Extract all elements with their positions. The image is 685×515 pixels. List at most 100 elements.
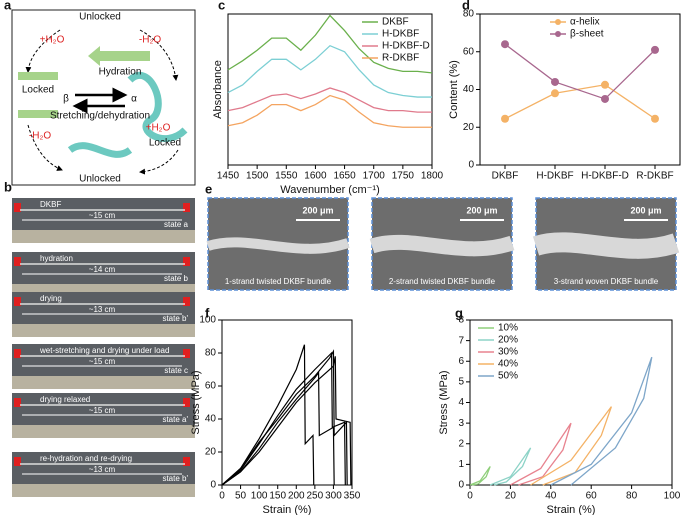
x-axis-label: Strain (%) bbox=[263, 504, 312, 515]
state-label: state c bbox=[164, 366, 188, 375]
panel-label: e bbox=[205, 181, 212, 196]
y-tick-label: 0 bbox=[458, 480, 464, 491]
bundle bbox=[206, 237, 350, 254]
panel-label: c bbox=[218, 0, 225, 12]
y-tick-label: 8 bbox=[458, 315, 464, 326]
process-label: Stretching/dehydration bbox=[50, 111, 150, 122]
y-tick-label: 80 bbox=[463, 9, 475, 20]
panel-label: d bbox=[462, 0, 470, 12]
clamp bbox=[14, 457, 21, 466]
x-tick-label: 1500 bbox=[246, 171, 269, 182]
panel-label: f bbox=[205, 305, 210, 320]
strand-block bbox=[18, 110, 58, 118]
legend-label: H-DKBF-D bbox=[382, 41, 430, 52]
process-label: Hydration bbox=[99, 67, 142, 78]
legend-label: DKBF bbox=[382, 17, 409, 28]
series-line bbox=[469, 466, 491, 486]
state-label: state b' bbox=[162, 314, 188, 323]
bundle bbox=[369, 234, 515, 257]
x-tick-label: 0 bbox=[219, 491, 225, 502]
y-tick-label: 20 bbox=[205, 447, 217, 458]
length-label: ~13 cm bbox=[89, 305, 116, 314]
length-label: ~13 cm bbox=[89, 465, 116, 474]
ruler bbox=[12, 484, 195, 497]
series-line bbox=[227, 87, 432, 113]
series-line bbox=[504, 84, 656, 120]
clamp bbox=[14, 203, 21, 212]
panel-label: b bbox=[4, 179, 12, 194]
structure-label: α bbox=[131, 94, 137, 105]
photo-label: re-hydration and re-drying bbox=[40, 454, 132, 463]
x-tick-label: 300 bbox=[325, 491, 342, 502]
x-tick-label: 150 bbox=[269, 491, 286, 502]
marker bbox=[501, 114, 509, 123]
y-tick-label: 100 bbox=[199, 315, 216, 326]
cycle-arrow bbox=[139, 29, 179, 81]
marker bbox=[601, 80, 609, 89]
photo-label: wet-stretching and drying under load bbox=[39, 346, 169, 355]
cycle-arrow bbox=[25, 29, 61, 73]
clamp bbox=[183, 398, 190, 407]
helix bbox=[67, 142, 133, 158]
length-label: ~15 cm bbox=[89, 211, 116, 220]
state-label: Locked bbox=[22, 85, 54, 96]
plot-frame bbox=[227, 13, 433, 166]
legend-marker bbox=[555, 31, 561, 37]
micrograph-caption: 3-strand woven DKBF bundle bbox=[554, 277, 659, 286]
state-label: state a' bbox=[162, 415, 188, 424]
x-tick-label: 100 bbox=[664, 491, 681, 502]
state-label: state b bbox=[164, 274, 189, 283]
series-line bbox=[227, 44, 432, 98]
state-label: state a bbox=[164, 220, 189, 229]
ruler bbox=[12, 425, 195, 438]
x-tick-label: 40 bbox=[545, 491, 557, 502]
y-tick-label: 0 bbox=[210, 480, 216, 491]
hydration-arrow bbox=[88, 46, 150, 66]
x-tick-label: H-DKBF bbox=[536, 171, 573, 182]
state-label: Unlocked bbox=[79, 12, 121, 23]
length-label: ~15 cm bbox=[89, 406, 116, 415]
series-line bbox=[221, 371, 335, 486]
y-axis-label: Absorbance bbox=[212, 60, 224, 119]
clamp bbox=[14, 349, 21, 358]
y-tick-label: 6 bbox=[458, 356, 464, 367]
legend-label: 40% bbox=[498, 359, 518, 370]
marker bbox=[551, 77, 559, 86]
x-tick-label: 50 bbox=[235, 491, 247, 502]
state-label: state b' bbox=[162, 474, 188, 483]
clamp bbox=[14, 297, 21, 306]
legend-label: 30% bbox=[498, 347, 518, 358]
cycle-arrow bbox=[139, 149, 179, 175]
bundle bbox=[532, 232, 680, 259]
legend-label: 50% bbox=[498, 371, 518, 382]
water-label: +H₂O bbox=[40, 35, 65, 46]
structure-label: β bbox=[63, 94, 69, 105]
water-label: +H₂O bbox=[146, 123, 171, 134]
series-line bbox=[221, 351, 346, 486]
x-tick-label: 350 bbox=[344, 491, 361, 502]
y-tick-label: 20 bbox=[463, 122, 475, 133]
y-axis-label: Stress (MPa) bbox=[438, 370, 450, 434]
x-tick-label: 1750 bbox=[392, 171, 415, 182]
photo-label: drying bbox=[40, 294, 62, 303]
series-line bbox=[550, 356, 653, 486]
photo-label: drying relaxed bbox=[40, 395, 90, 404]
series-line bbox=[489, 447, 532, 486]
y-tick-label: 5 bbox=[458, 377, 464, 388]
clamp bbox=[183, 297, 190, 306]
y-axis-label: Content (%) bbox=[448, 60, 460, 119]
state-label: Unlocked bbox=[79, 174, 121, 185]
x-axis-label: Strain (%) bbox=[547, 504, 596, 515]
series-line bbox=[227, 14, 433, 74]
legend-label: 10% bbox=[498, 323, 518, 334]
marker bbox=[551, 89, 559, 98]
strand-block bbox=[18, 72, 58, 80]
series-line bbox=[504, 43, 656, 100]
x-tick-label: 100 bbox=[251, 491, 268, 502]
clamp bbox=[183, 203, 190, 212]
x-tick-label: 250 bbox=[307, 491, 324, 502]
micrograph-caption: 1-strand twisted DKBF bundle bbox=[225, 277, 332, 286]
clamp bbox=[183, 457, 190, 466]
clamp bbox=[14, 398, 21, 407]
